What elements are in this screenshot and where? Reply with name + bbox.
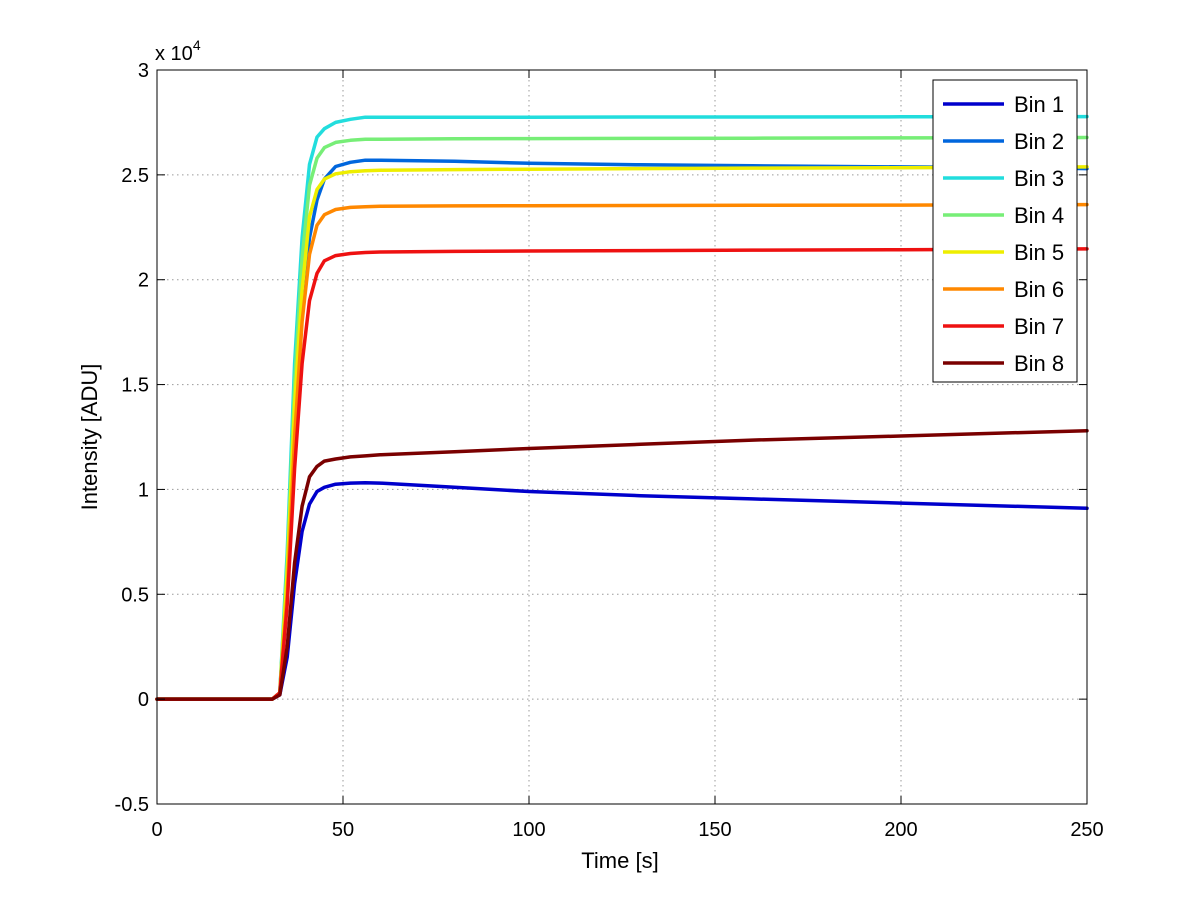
y-tick-labels: -0.5 0 0.5 1 1.5 2 2.5 3 xyxy=(115,60,149,816)
y-axis-multiplier: x 104 xyxy=(155,37,201,65)
legend-box xyxy=(932,79,1078,383)
legend-item-bin-7: Bin 7 xyxy=(943,314,1064,339)
x-tick-label: 200 xyxy=(884,819,917,841)
legend-item-bin-2: Bin 2 xyxy=(943,129,1064,154)
legend-label: Bin 6 xyxy=(1014,277,1064,302)
series-line-bin-7 xyxy=(155,247,1089,701)
x-tick-label: 50 xyxy=(332,819,354,841)
y-tick-label: 0.5 xyxy=(121,584,149,606)
x-tick-labels: 0 50 100 150 200 250 xyxy=(151,819,1103,841)
y-axis-label: Intensity [ADU] xyxy=(77,364,102,511)
x-tick-label: 0 xyxy=(151,819,162,841)
grid xyxy=(157,70,1087,804)
y-tick-label: 2 xyxy=(138,270,149,292)
y-tick-label: -0.5 xyxy=(115,794,149,816)
legend: Bin 1 Bin 2 Bin 3 Bin 4 Bin 5 Bin 6 Bin 7 Bin 8 xyxy=(932,79,1078,383)
legend-label: Bin 3 xyxy=(1014,166,1064,191)
legend-label: Bin 4 xyxy=(1014,203,1064,228)
x-tick-label: 150 xyxy=(698,819,731,841)
legend-item-bin-6: Bin 6 xyxy=(943,277,1064,302)
legend-item-bin-3: Bin 3 xyxy=(943,166,1064,191)
y-tick-label: 0 xyxy=(138,689,149,711)
y-tick-label: 3 xyxy=(138,60,149,82)
series-layer xyxy=(155,114,1089,701)
y-multiplier-base: x 10 xyxy=(155,43,193,65)
y-multiplier-exponent: 4 xyxy=(193,37,201,53)
legend-item-bin-5: Bin 5 xyxy=(943,240,1064,265)
legend-items: Bin 1 Bin 2 Bin 3 Bin 4 Bin 5 Bin 6 Bin 7 Bin 8 xyxy=(943,92,1064,376)
x-tick-label: 250 xyxy=(1070,819,1103,841)
y-tick-label: 1 xyxy=(138,479,149,501)
x-axis-label: Time [s] xyxy=(581,848,658,873)
y-tick-label: 1.5 xyxy=(121,375,149,397)
legend-label: Bin 5 xyxy=(1014,240,1064,265)
y-tick-label: 2.5 xyxy=(121,165,149,187)
x-tick-label: 100 xyxy=(512,819,545,841)
legend-label: Bin 7 xyxy=(1014,314,1064,339)
legend-item-bin-8: Bin 8 xyxy=(943,351,1064,376)
ticks xyxy=(156,69,1088,805)
legend-label: Bin 1 xyxy=(1014,92,1064,117)
series-line-bin-8 xyxy=(155,428,1089,701)
legend-item-bin-4: Bin 4 xyxy=(943,203,1064,228)
legend-label: Bin 2 xyxy=(1014,129,1064,154)
axes-box xyxy=(156,69,1088,805)
legend-item-bin-1: Bin 1 xyxy=(943,92,1064,117)
legend-label: Bin 8 xyxy=(1014,351,1064,376)
